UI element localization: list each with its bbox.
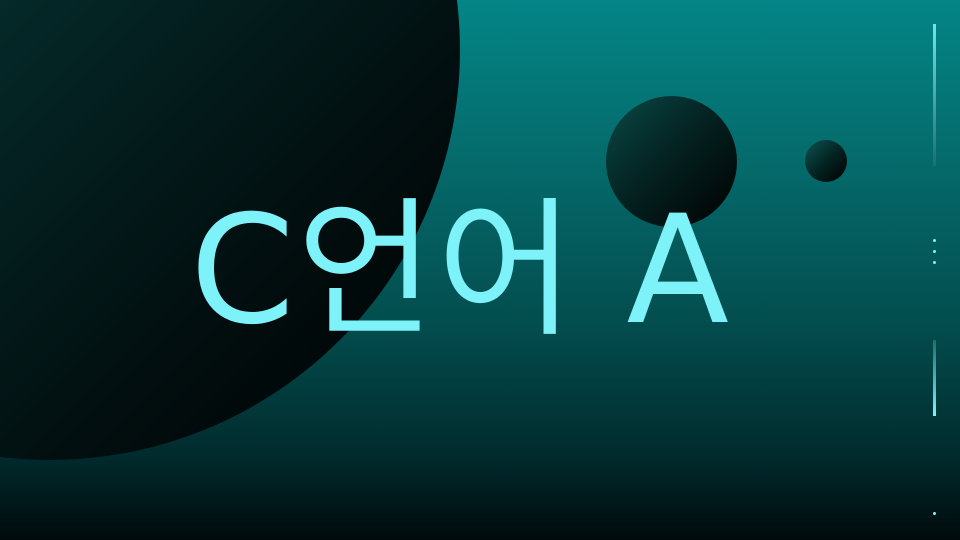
accent-dot xyxy=(933,250,936,253)
small-dark-circle-decoration xyxy=(805,140,847,182)
right-accent-dots xyxy=(933,239,936,272)
slide-title: C언어 A xyxy=(190,184,732,358)
medium-dark-circle-decoration xyxy=(606,96,737,227)
accent-dot xyxy=(933,261,936,264)
right-accent-dot-bottom xyxy=(933,512,936,515)
accent-dot xyxy=(933,239,936,242)
right-accent-line-bottom xyxy=(933,340,936,416)
right-accent-line-top xyxy=(933,24,936,166)
